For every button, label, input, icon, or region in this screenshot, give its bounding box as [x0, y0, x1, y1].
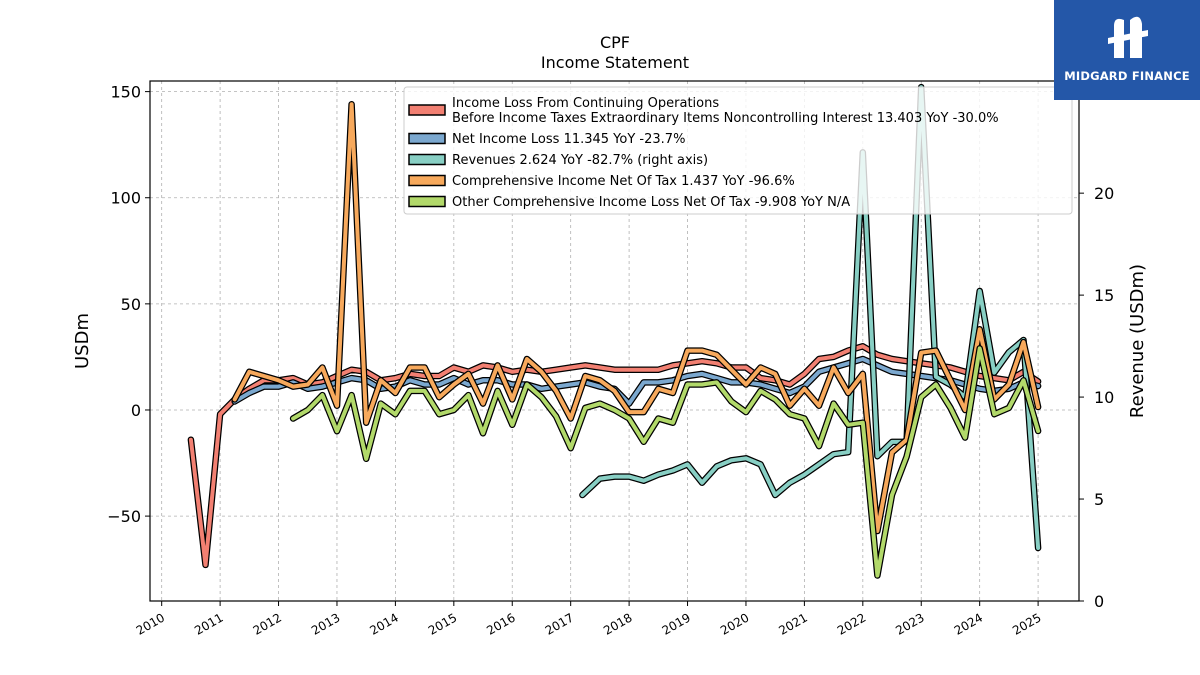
legend-swatch — [408, 174, 446, 187]
x-tick-label: 2011 — [192, 610, 225, 637]
x-tick-label: 2025 — [1010, 610, 1043, 637]
series-line — [580, 85, 1041, 550]
legend: Income Loss From Continuing OperationsBe… — [403, 86, 1073, 215]
x-tick-label: 2012 — [251, 610, 284, 637]
x-tick-label: 2015 — [426, 610, 459, 637]
x-tick-label: 2013 — [309, 610, 342, 637]
brand-name: MIDGARD FINANCE — [1064, 69, 1190, 83]
x-tick-label: 2017 — [543, 610, 576, 637]
brand-badge: MIDGARD FINANCE — [1054, 0, 1200, 100]
x-tick-label: 2016 — [484, 610, 517, 637]
legend-swatch — [408, 132, 446, 145]
y2-tick-label: 0 — [1094, 592, 1104, 611]
x-tick-label: 2023 — [893, 610, 926, 637]
x-tick-label: 2021 — [776, 610, 809, 637]
series-line — [232, 102, 1041, 533]
chart-title: CPF — [599, 33, 631, 52]
legend-label: Other Comprehensive Income Loss Net Of T… — [452, 195, 850, 210]
legend-box — [403, 86, 1073, 215]
legend-label: Before Income Taxes Extraordinary Items … — [452, 111, 999, 126]
y2-tick-label: 10 — [1094, 388, 1114, 407]
y2-tick-label: 20 — [1094, 184, 1114, 203]
x-tick-label: 2020 — [718, 610, 751, 637]
series-line — [291, 346, 1041, 578]
midgard-logo-icon — [1108, 16, 1148, 58]
y2-tick-label: 15 — [1094, 286, 1114, 305]
y-tick-label: 50 — [121, 295, 141, 314]
legend-label: Income Loss From Continuing Operations — [452, 96, 719, 111]
legend-label: Comprehensive Income Net Of Tax 1.437 Yo… — [452, 174, 795, 189]
legend-label: Net Income Loss 11.345 YoY -23.7% — [452, 132, 685, 147]
series-line — [232, 357, 1041, 406]
y-tick-label: 0 — [131, 401, 141, 420]
legend-swatch — [408, 195, 446, 208]
y-tick-label: 150 — [110, 83, 141, 102]
x-tick-label: 2018 — [601, 610, 634, 637]
x-tick-label: 2024 — [952, 610, 985, 637]
series-lines — [187, 83, 1042, 579]
x-tick-label: 2019 — [660, 610, 693, 637]
x-tick-label: 2014 — [367, 610, 400, 637]
y2-axis-label: Revenue (USDm) — [1127, 264, 1148, 418]
y2-tick-label: 5 — [1094, 490, 1104, 509]
x-tick-label: 2022 — [835, 610, 868, 637]
legend-swatch — [408, 104, 446, 116]
legend-swatch — [408, 153, 446, 166]
x-tick-label: 2010 — [134, 610, 167, 637]
legend-label: Revenues 2.624 YoY -82.7% (right axis) — [452, 153, 708, 168]
plot-frame — [149, 80, 1080, 602]
y-tick-label: 100 — [110, 189, 141, 208]
y-tick-label: −50 — [107, 507, 141, 526]
y-axis-label: USDm — [72, 313, 93, 369]
chart-subtitle: Income Statement — [540, 53, 690, 72]
series-line — [188, 344, 1041, 567]
